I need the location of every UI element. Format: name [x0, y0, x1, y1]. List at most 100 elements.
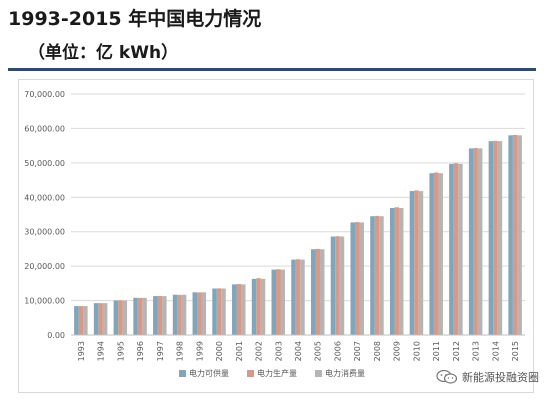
bar-2002-consumption: [260, 278, 266, 335]
legend-label: 电力生产量: [257, 368, 297, 378]
bar-2007-consumption: [359, 222, 364, 335]
x-tick-label: 1999: [195, 341, 204, 361]
bar-2014-supply: [488, 141, 494, 335]
bar-2012-production: [453, 163, 459, 335]
bar-2000-supply: [212, 288, 217, 335]
bar-1993-production: [78, 306, 84, 335]
bar-2000-consumption: [221, 288, 226, 335]
bar-2008-consumption: [379, 216, 384, 335]
x-tick-label: 2011: [432, 341, 441, 361]
x-tick-label: 2013: [472, 341, 481, 361]
bar-2011-production: [433, 172, 439, 335]
y-tick-label: 50,000.00: [24, 159, 65, 168]
bar-2001-consumption: [241, 284, 246, 335]
x-tick-label: 2000: [215, 341, 224, 361]
bar-2005-supply: [310, 249, 316, 335]
x-tick-label: 1993: [77, 341, 86, 361]
watermark: 新能源投融资圈: [436, 369, 539, 385]
page-subtitle: （单位：亿 kWh）: [28, 43, 179, 63]
bar-1996-supply: [133, 297, 138, 335]
y-tick-label: 40,000.00: [24, 193, 65, 202]
bar-2006-supply: [330, 236, 336, 335]
bar-2013-production: [473, 148, 478, 335]
bar-1998-consumption: [181, 294, 187, 335]
legend-swatch: [179, 370, 186, 377]
bar-1996-consumption: [142, 297, 147, 335]
bar-2010-production: [414, 190, 419, 335]
bar-2013-supply: [468, 148, 474, 335]
bar-chart: 0.00 10,000.00 20,000.00 30,000.00 40,000.00…: [24, 90, 525, 378]
bar-1998-production: [177, 294, 182, 335]
bar-2009-production: [394, 207, 399, 335]
bar-2011-supply: [429, 173, 434, 335]
legend-swatch: [247, 370, 254, 377]
bar-2012-supply: [449, 163, 454, 335]
x-tick-label: 1996: [136, 341, 145, 361]
bar-2011-consumption: [438, 173, 443, 335]
x-tick-label: 2015: [511, 341, 520, 361]
bar-1994-consumption: [102, 303, 108, 335]
x-tick-label: 2010: [412, 341, 421, 361]
x-tick-label: 1995: [116, 341, 125, 361]
y-tick-label: 20,000.00: [24, 262, 65, 271]
bar-2015-production: [512, 134, 518, 335]
x-tick-label: 2014: [491, 341, 500, 361]
bar-2015-supply: [508, 135, 513, 335]
page-title: 1993-2015 年中国电力情况: [8, 8, 262, 30]
wechat-icon: [436, 370, 458, 384]
bar-2006-production: [335, 236, 340, 335]
x-tick-label: 2006: [333, 341, 342, 361]
bar-2003-supply: [271, 269, 277, 335]
bar-1997-production: [157, 295, 163, 335]
bar-1999-supply: [192, 292, 198, 335]
x-tick-label: 1997: [156, 341, 165, 361]
bar-1993-supply: [74, 306, 79, 335]
bar-1993-consumption: [83, 306, 88, 335]
y-tick-label: 60,000.00: [24, 124, 65, 133]
bar-2002-production: [256, 278, 261, 335]
bar-1999-production: [197, 292, 202, 335]
bar-2014-production: [493, 140, 498, 335]
bar-2006-consumption: [339, 236, 345, 335]
bar-2012-consumption: [458, 163, 463, 335]
bar-2005-consumption: [319, 249, 325, 335]
bar-2002-supply: [251, 278, 257, 335]
x-tick-label: 2003: [274, 341, 283, 361]
x-tick-label: 2002: [255, 341, 264, 361]
x-tick-label: 2008: [373, 341, 382, 361]
x-tick-label: 1998: [176, 341, 185, 361]
y-tick-label: 70,000.00: [24, 90, 65, 99]
bar-1998-supply: [172, 294, 178, 335]
bar-2004-consumption: [300, 259, 305, 335]
bar-2004-production: [295, 259, 301, 335]
watermark-text: 新能源投融资圈: [462, 371, 539, 384]
bar-2001-production: [236, 284, 242, 335]
bar-2015-consumption: [517, 135, 522, 335]
bar-2013-consumption: [477, 148, 483, 335]
bar-2007-production: [354, 222, 360, 335]
bar-2007-supply: [350, 222, 355, 335]
y-tick-label: 10,000.00: [24, 297, 65, 306]
bar-1997-consumption: [162, 296, 167, 335]
bar-1995-supply: [113, 300, 119, 335]
x-tick-label: 2009: [393, 341, 402, 361]
bar-1994-supply: [93, 303, 99, 335]
bar-2010-supply: [409, 191, 415, 335]
bar-2010-consumption: [418, 191, 424, 335]
bar-2009-consumption: [398, 207, 404, 335]
bar-1995-consumption: [122, 300, 128, 335]
y-tick-label: 30,000.00: [24, 228, 65, 237]
x-tick-label: 1994: [97, 341, 106, 361]
bar-2009-supply: [389, 207, 395, 335]
bar-2001-supply: [232, 284, 237, 335]
header-rule: [8, 68, 536, 71]
bar-2003-production: [276, 269, 281, 335]
bar-2008-production: [374, 215, 380, 335]
bar-2005-production: [315, 248, 320, 335]
x-tick-label: 2012: [452, 341, 461, 361]
x-tick-label: 2004: [294, 341, 303, 361]
bar-1994-production: [98, 303, 103, 335]
bar-2000-production: [216, 288, 222, 335]
bar-1999-consumption: [201, 292, 207, 335]
chart-frame: 0.00 10,000.00 20,000.00 30,000.00 40,000.00…: [18, 79, 534, 393]
